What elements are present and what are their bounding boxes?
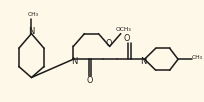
- Text: N: N: [71, 57, 78, 66]
- Text: O: O: [86, 76, 93, 85]
- Text: N: N: [139, 57, 146, 66]
- Text: OCH₃: OCH₃: [115, 27, 131, 32]
- Text: CH₃: CH₃: [191, 55, 202, 60]
- Text: O: O: [123, 34, 129, 43]
- Text: CH₃: CH₃: [27, 12, 38, 17]
- Text: O: O: [104, 39, 111, 48]
- Text: N: N: [28, 27, 34, 36]
